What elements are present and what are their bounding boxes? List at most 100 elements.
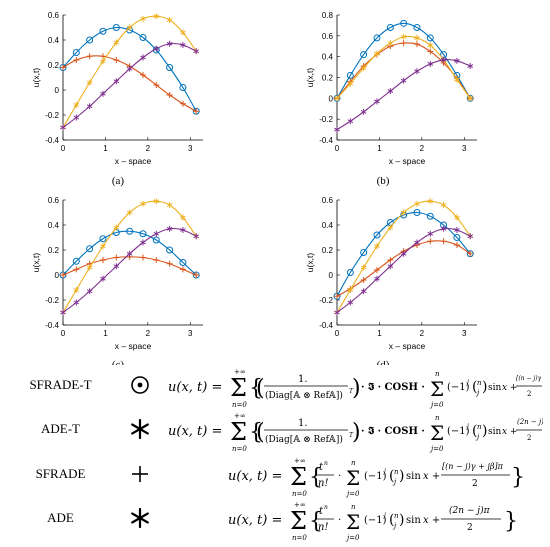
svg-text:(−1): (−1) [364, 515, 387, 526]
data-point [193, 272, 200, 278]
panel-caption: (a) [112, 175, 125, 187]
data-point [153, 82, 160, 88]
data-point [126, 65, 133, 72]
y-tick-label: -0.4 [319, 136, 333, 145]
svg-text:(: ( [389, 468, 394, 484]
data-point [440, 238, 447, 245]
data-point [193, 48, 200, 55]
x-tick-label: 1 [377, 329, 382, 338]
svg-text:n: n [324, 460, 328, 467]
legend-label: ADE [47, 510, 74, 525]
marker-stroke [334, 96, 340, 101]
data-point [180, 227, 186, 233]
x-tick-label: 1 [103, 329, 108, 338]
svg-text:·: · [338, 471, 341, 482]
marker-stroke [73, 115, 80, 120]
svg-text:t: t [319, 506, 324, 517]
marker-stroke [400, 78, 407, 83]
series-line-4 [62, 42, 197, 128]
svg-text:): ) [399, 512, 404, 528]
svg-text:}: } [511, 465, 525, 490]
data-point [60, 272, 66, 278]
charts-area: -0.4 -0.2 0 0.2 0.4 0.6 0 1 2 3 x – space u(x,t) (a)… [31, 11, 477, 365]
data-point [100, 90, 106, 97]
svg-text:x +: x + [423, 471, 440, 482]
data-point [126, 209, 133, 216]
data-point [346, 269, 354, 276]
svg-text:[(n − j)γ + jβ]π: [(n − j)γ + jβ]π [516, 375, 543, 382]
data-point [153, 257, 160, 263]
marker-stroke [193, 49, 200, 54]
data-point [99, 235, 107, 243]
data-point [86, 53, 93, 60]
marker-stroke [387, 41, 394, 46]
data-point [60, 64, 66, 71]
marker-stroke [100, 59, 106, 64]
x-tick-label: 0 [335, 144, 340, 153]
data-point [166, 17, 173, 23]
chart-panel-3: -0.4 -0.2 0 0.2 0.4 0.6 0 1 2 3 x – space u(x,t) (c) [31, 196, 203, 365]
svg-text:(2n − j)π: (2n − j)π [517, 418, 543, 426]
marker-stroke [400, 34, 407, 39]
data-point [347, 80, 354, 87]
svg-text:n=0: n=0 [292, 534, 307, 542]
legend-row-sfrade-t: SFRADE-T u(x, t) = Σ +∞ n=0 { ( 1. (Diag… [0, 365, 550, 409]
y-axis-label: u(x,t) [31, 68, 41, 88]
x-tick-label: 2 [146, 144, 151, 153]
data-point [73, 114, 80, 121]
data-point [86, 36, 94, 44]
svg-text:(−1): (−1) [364, 471, 387, 482]
marker-stroke [180, 228, 186, 232]
data-point [99, 27, 107, 35]
data-point [374, 275, 380, 282]
svg-text:u(x, t) =: u(x, t) = [168, 424, 222, 439]
marker-stroke [414, 240, 420, 245]
marker-stroke [347, 300, 354, 305]
data-point [427, 230, 434, 237]
y-tick-label: 0.6 [322, 196, 334, 205]
data-point [100, 243, 106, 250]
marker-stroke [347, 288, 354, 292]
svg-text:(: ( [472, 379, 477, 395]
svg-text:(: ( [472, 423, 477, 439]
data-point [113, 57, 120, 63]
data-point [360, 277, 367, 283]
data-point [140, 54, 146, 61]
data-point [347, 287, 354, 293]
marker-stroke [334, 310, 340, 315]
marker-stroke [454, 215, 460, 220]
svg-text:j: j [392, 478, 397, 486]
svg-text:2: 2 [527, 390, 531, 398]
svg-text:x +: x + [502, 383, 517, 393]
data-point [413, 24, 421, 31]
y-tick-label: 0.8 [322, 11, 334, 20]
x-axis-label: x – space [389, 156, 426, 166]
svg-text:n!: n! [318, 522, 328, 533]
marker-stroke [73, 300, 80, 305]
data-point [113, 254, 120, 261]
svg-text:j: j [475, 433, 480, 441]
data-point [400, 40, 407, 47]
legend-row-sfrade: SFRADE u(x, t) = Σ +∞ n=0 { t n n! · Σ n [0, 454, 550, 498]
data-point [334, 126, 340, 133]
y-tick-label: 0.2 [48, 246, 60, 255]
marker-stroke [100, 91, 106, 96]
marker-stroke [113, 40, 120, 45]
svg-text:+∞: +∞ [234, 368, 246, 376]
marker-stroke [414, 69, 420, 74]
svg-text:· 𝕴 · COSH ·: · 𝕴 · COSH · [361, 382, 425, 393]
svg-text:Σ: Σ [290, 507, 307, 535]
svg-text:x +: x + [502, 427, 517, 437]
svg-text:u(x, t) =: u(x, t) = [228, 513, 282, 528]
data-point [400, 209, 407, 216]
data-point [153, 45, 160, 52]
svg-text:n: n [394, 468, 399, 476]
x-tick-label: 3 [462, 329, 467, 338]
svg-text:n: n [477, 379, 482, 387]
data-point [386, 24, 394, 31]
data-point [73, 287, 80, 293]
y-tick-label: -0.2 [319, 296, 333, 305]
data-point [86, 288, 93, 295]
circle-dot-icon [131, 376, 149, 394]
data-point [113, 78, 120, 85]
